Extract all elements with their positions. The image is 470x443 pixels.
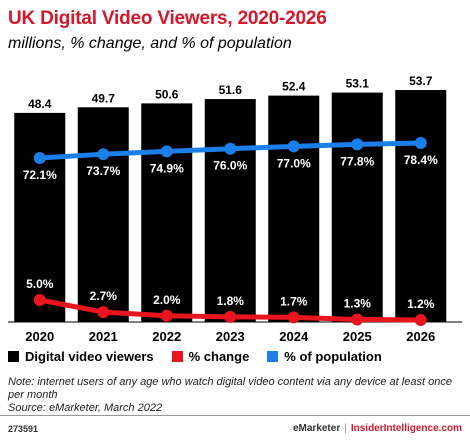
population-value-label: 77.0%: [277, 156, 311, 170]
population-point: [351, 138, 364, 151]
legend-label-population: % of population: [284, 349, 382, 364]
legend-item-viewers: Digital video viewers: [8, 349, 154, 364]
change-value-label: 1.7%: [280, 294, 308, 308]
legend-item-population: % of population: [267, 349, 382, 364]
change-value-label: 2.7%: [90, 289, 118, 303]
bar-2026: [395, 90, 447, 322]
brand-emarketer: eMarketer: [292, 423, 341, 434]
bar-2021: [77, 107, 129, 322]
chart-plot: 48.4 2020 49.7 2021 50.6 2022 51.6 2023 52.4 2024…: [8, 74, 462, 344]
source-text: Source: eMarketer, March 2022: [8, 402, 163, 414]
brand-separator: |: [344, 423, 347, 434]
population-point: [33, 152, 46, 164]
x-tick-label: 2025: [343, 329, 372, 344]
population-point: [97, 148, 110, 161]
x-tick-label: 2021: [89, 329, 118, 344]
bar-2023: [204, 99, 256, 322]
change-point: [351, 313, 364, 326]
population-point: [414, 137, 427, 149]
change-value-label: 2.0%: [153, 293, 181, 307]
change-value-label: 5.0%: [26, 277, 54, 291]
change-value-label: 1.3%: [344, 296, 372, 310]
population-value-label: 74.9%: [150, 161, 184, 175]
change-point: [97, 306, 110, 319]
bar-2025: [331, 92, 383, 322]
population-value-label: 78.4%: [404, 153, 438, 167]
bar-value-label: 49.7: [92, 91, 116, 105]
population-point: [287, 140, 300, 153]
chart-title: UK Digital Video Viewers, 2020-2026: [8, 8, 327, 29]
footer-brand: eMarketer | InsiderIntelligence.com: [293, 423, 462, 434]
note-text: Note: internet users of any age who watc…: [8, 376, 452, 401]
legend: Digital video viewers % change % of popu…: [8, 349, 382, 364]
legend-swatch-viewers: [8, 351, 19, 362]
bar-value-label: 53.1: [346, 77, 370, 91]
chart-note: Note: internet users of any age who watc…: [8, 376, 463, 415]
chart-id: 273591: [8, 424, 39, 434]
x-tick-label: 2024: [279, 329, 309, 344]
change-point: [33, 294, 46, 306]
change-value-label: 1.8%: [217, 294, 245, 308]
brand-site[interactable]: InsiderIntelligence.com: [350, 423, 462, 434]
chart-subtitle: millions, % change, and % of population: [8, 35, 292, 52]
labels-group: 48.4 2020 49.7 2021 50.6 2022 51.6 2023 52.4 2024…: [23, 74, 438, 344]
population-point: [224, 142, 237, 155]
x-tick-label: 2020: [25, 329, 54, 344]
bar-value-label: 48.4: [28, 97, 52, 111]
population-value-label: 77.8%: [340, 154, 374, 168]
lines-group: [33, 137, 427, 326]
population-value-label: 73.7%: [86, 164, 120, 178]
population-value-label: 76.0%: [213, 159, 247, 173]
bar-value-label: 51.6: [219, 83, 243, 97]
legend-label-change: % change: [188, 349, 250, 364]
bar-2024: [268, 95, 320, 322]
legend-label-viewers: Digital video viewers: [25, 349, 154, 364]
bar-2022: [141, 103, 193, 323]
legend-swatch-population: [267, 351, 279, 362]
bar-value-label: 53.7: [409, 74, 433, 88]
change-point: [414, 314, 427, 326]
x-tick-label: 2022: [152, 329, 181, 344]
change-value-label: 1.2%: [407, 297, 435, 311]
bar-value-label: 50.6: [155, 87, 179, 101]
legend-item-change: % change: [171, 349, 250, 364]
footer-divider: [0, 415, 470, 416]
x-tick-label: 2026: [406, 329, 435, 344]
bars-group: [14, 90, 447, 323]
bar-2020: [14, 112, 66, 322]
population-value-label: 72.1%: [23, 168, 57, 182]
change-point: [224, 310, 237, 323]
x-tick-label: 2023: [216, 329, 245, 344]
population-point: [160, 145, 173, 158]
legend-swatch-change: [171, 351, 183, 362]
change-point: [287, 311, 300, 324]
change-point: [160, 309, 173, 322]
bar-value-label: 52.4: [282, 80, 306, 94]
